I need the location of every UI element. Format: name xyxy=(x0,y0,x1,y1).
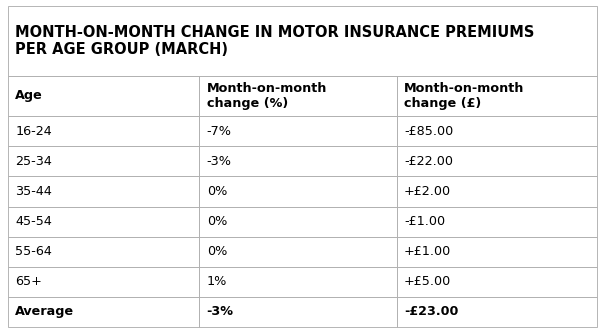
Text: Age: Age xyxy=(15,89,43,102)
Text: 0%: 0% xyxy=(207,215,227,228)
Bar xyxy=(8,206,200,237)
Bar xyxy=(8,267,200,297)
Text: Month-on-month
change (£): Month-on-month change (£) xyxy=(404,82,525,110)
Text: -£23.00: -£23.00 xyxy=(404,305,459,318)
Text: 1%: 1% xyxy=(207,275,227,288)
Text: 65+: 65+ xyxy=(15,275,42,288)
Bar xyxy=(397,76,597,116)
Bar xyxy=(397,146,597,176)
Bar xyxy=(200,206,397,237)
Text: -£85.00: -£85.00 xyxy=(404,125,453,138)
Bar xyxy=(8,146,200,176)
Text: +£1.00: +£1.00 xyxy=(404,245,451,258)
Bar xyxy=(8,76,200,116)
Text: -3%: -3% xyxy=(207,305,234,318)
Bar xyxy=(200,297,397,327)
Bar xyxy=(8,237,200,267)
Bar xyxy=(397,116,597,146)
Text: 0%: 0% xyxy=(207,185,227,198)
Text: +£2.00: +£2.00 xyxy=(404,185,451,198)
Bar xyxy=(200,76,397,116)
Bar xyxy=(8,6,597,76)
Text: Month-on-month
change (%): Month-on-month change (%) xyxy=(207,82,327,110)
Bar xyxy=(397,206,597,237)
Text: MONTH-ON-MONTH CHANGE IN MOTOR INSURANCE PREMIUMS
PER AGE GROUP (MARCH): MONTH-ON-MONTH CHANGE IN MOTOR INSURANCE… xyxy=(15,25,535,57)
Text: 45-54: 45-54 xyxy=(15,215,52,228)
Text: -£22.00: -£22.00 xyxy=(404,155,453,168)
Text: -7%: -7% xyxy=(207,125,232,138)
Text: Average: Average xyxy=(15,305,74,318)
Text: -£1.00: -£1.00 xyxy=(404,215,445,228)
Bar xyxy=(200,146,397,176)
Bar xyxy=(200,176,397,206)
Bar xyxy=(8,116,200,146)
Bar xyxy=(397,176,597,206)
Text: 0%: 0% xyxy=(207,245,227,258)
Bar xyxy=(200,267,397,297)
Bar xyxy=(8,176,200,206)
Text: 25-34: 25-34 xyxy=(15,155,52,168)
Bar xyxy=(200,237,397,267)
Text: 16-24: 16-24 xyxy=(15,125,52,138)
Bar xyxy=(397,297,597,327)
Bar xyxy=(8,297,200,327)
Bar xyxy=(397,237,597,267)
Text: 55-64: 55-64 xyxy=(15,245,52,258)
Text: -3%: -3% xyxy=(207,155,232,168)
Text: +£5.00: +£5.00 xyxy=(404,275,451,288)
Bar xyxy=(397,267,597,297)
Text: 35-44: 35-44 xyxy=(15,185,52,198)
Bar xyxy=(200,116,397,146)
